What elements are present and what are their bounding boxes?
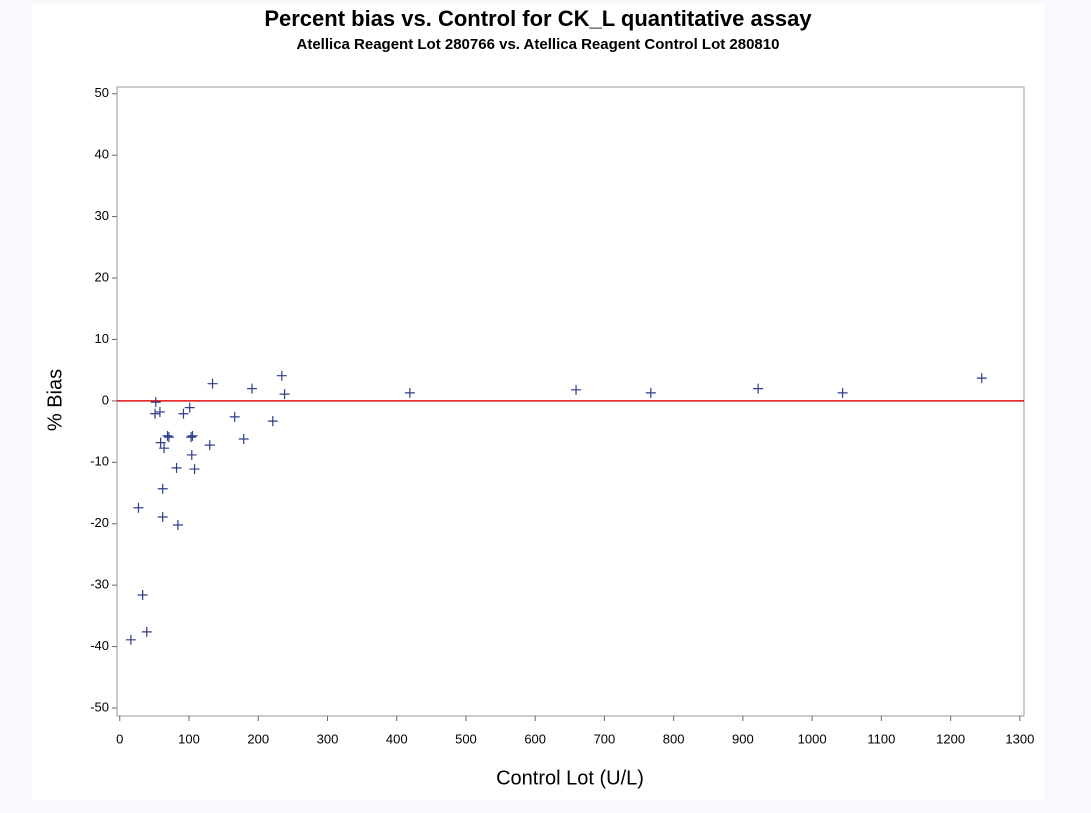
point xyxy=(238,433,249,444)
point xyxy=(207,378,218,389)
point xyxy=(186,449,197,460)
x-tick-label: 300 xyxy=(317,731,339,746)
x-tick-label: 1000 xyxy=(798,731,827,746)
point xyxy=(150,397,161,408)
x-tick-label: 500 xyxy=(455,731,477,746)
point xyxy=(141,626,152,637)
x-tick-label: 1200 xyxy=(936,731,965,746)
point xyxy=(171,462,182,473)
point xyxy=(184,402,195,413)
x-tick-label: 1300 xyxy=(1005,731,1034,746)
point xyxy=(133,502,144,513)
point xyxy=(150,408,161,419)
point xyxy=(276,370,287,381)
point xyxy=(178,408,189,419)
point xyxy=(172,519,183,530)
point xyxy=(186,432,197,443)
point xyxy=(247,383,258,394)
y-tick-label: 10 xyxy=(95,331,109,346)
point xyxy=(157,511,168,522)
x-tick-label: 900 xyxy=(732,731,754,746)
point xyxy=(157,483,168,494)
x-tick-label: 700 xyxy=(594,731,616,746)
y-tick-label: -50 xyxy=(90,699,109,714)
point xyxy=(187,430,198,441)
point xyxy=(753,383,764,394)
y-tick-label: 20 xyxy=(95,269,109,284)
point xyxy=(837,387,848,398)
point xyxy=(404,387,415,398)
x-tick-label: 400 xyxy=(386,731,408,746)
point xyxy=(189,464,200,475)
point xyxy=(267,416,278,427)
point xyxy=(279,389,290,400)
x-tick-label: 600 xyxy=(524,731,546,746)
point xyxy=(137,589,148,600)
y-tick-label: 50 xyxy=(95,85,109,100)
y-tick-label: 30 xyxy=(95,208,109,223)
y-tick-label: -30 xyxy=(90,577,109,592)
x-tick-label: 200 xyxy=(247,731,269,746)
point xyxy=(204,440,215,451)
x-axis-label: Control Lot (U/L) xyxy=(496,767,644,789)
point xyxy=(125,634,136,645)
x-tick-label: 800 xyxy=(663,731,685,746)
y-tick-label: -10 xyxy=(90,454,109,469)
point xyxy=(159,443,170,454)
y-tick-label: -20 xyxy=(90,515,109,530)
chart-title: Percent bias vs. Control for CK_L quanti… xyxy=(264,6,812,31)
x-tick-label: 1100 xyxy=(867,731,895,746)
point xyxy=(976,373,987,384)
y-axis-label: % Bias xyxy=(44,369,66,431)
y-tick-label: 40 xyxy=(95,147,109,162)
chart-subtitle: Atellica Reagent Lot 280766 vs. Atellica… xyxy=(297,36,780,53)
point xyxy=(154,406,165,417)
x-tick-label: 100 xyxy=(178,731,200,746)
background xyxy=(32,4,1044,800)
point xyxy=(155,437,166,448)
y-tick-label: -40 xyxy=(90,638,109,653)
y-tick-label: 0 xyxy=(102,392,109,407)
point xyxy=(571,384,582,395)
point xyxy=(163,432,174,443)
point xyxy=(645,387,656,398)
point xyxy=(162,430,173,441)
point xyxy=(229,411,240,422)
x-tick-label: 0 xyxy=(116,731,123,746)
